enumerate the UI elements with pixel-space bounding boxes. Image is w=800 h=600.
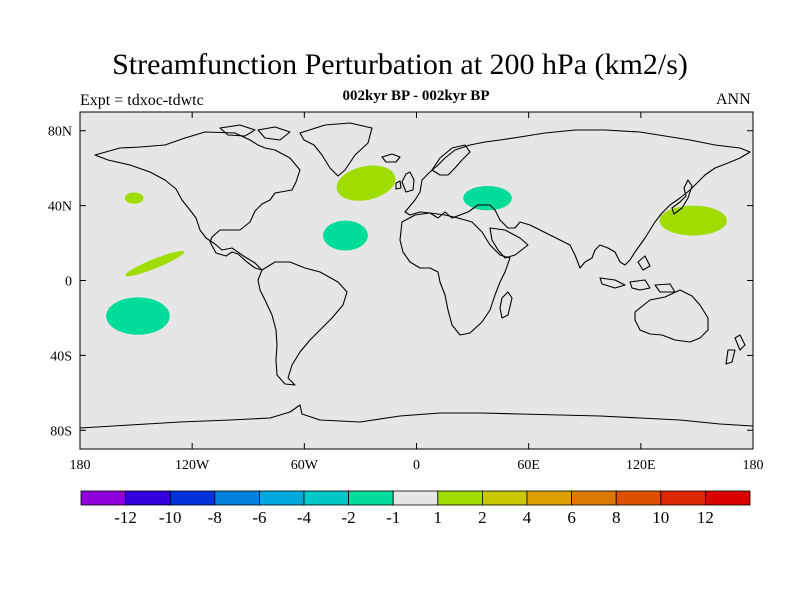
lon-tick-label: 120E	[626, 458, 656, 473]
colorbar-swatch	[705, 490, 751, 506]
patch-black-sea	[463, 185, 512, 211]
lon-tick-label: 120W	[175, 458, 210, 473]
coast-new-zealand	[725, 334, 746, 365]
coastlines	[79, 122, 754, 429]
colorbar-label: -1	[386, 508, 400, 527]
coast-arabia	[489, 227, 529, 259]
colorbar-label: 1	[434, 508, 443, 527]
colorbar-swatch	[660, 490, 706, 506]
colorbar-swatch	[437, 490, 483, 506]
coast-scandinavia	[431, 144, 471, 176]
colorbar-swatch	[571, 490, 617, 506]
colorbar-swatch	[125, 490, 171, 506]
coast-madagascar	[499, 291, 513, 319]
patch-north-pacific	[124, 192, 144, 204]
lat-tick-label: 80N	[48, 125, 72, 140]
colorbar-label: 8	[612, 508, 621, 527]
coast-australia	[634, 289, 709, 343]
colorbar-label: -4	[297, 508, 312, 527]
patch-south-pacific	[106, 297, 170, 335]
lat-tick-label: 0	[65, 275, 72, 290]
patch-japan	[659, 205, 727, 236]
colorbar-swatch	[303, 490, 349, 506]
colorbar-label: -10	[159, 508, 182, 527]
experiment-label: Expt = tdxoc-tdwtc	[80, 92, 204, 109]
coast-africa	[399, 212, 511, 336]
anomaly-patches	[106, 165, 727, 335]
coast-eurasia	[404, 129, 751, 269]
colorbar-swatch	[392, 490, 439, 506]
coast-iceland	[381, 153, 401, 163]
map-axes: 180 120W 60W 0 60E 120E 180 80N 40N 0 40S 80S	[48, 112, 764, 473]
lat-tick-label: 40S	[50, 349, 72, 364]
coast-japan	[671, 179, 693, 215]
colorbar-swatch	[526, 490, 572, 506]
colorbar-label: 12	[697, 508, 714, 527]
colorbar-label: -2	[342, 508, 356, 527]
lon-tick-label: 60E	[517, 458, 540, 473]
colorbar-label: 2	[478, 508, 487, 527]
coast-britain	[395, 171, 415, 193]
patch-central-atlantic	[323, 220, 368, 251]
colorbar-label: 10	[652, 508, 669, 527]
coast-greenland	[299, 122, 373, 177]
colorbar: -12 -10 -8 -6 -4 -2 -1 1 2 4 6 8 10 12	[80, 490, 751, 527]
lat-tick-label: 40N	[48, 200, 72, 215]
coast-indonesia	[599, 255, 676, 293]
colorbar-swatch	[615, 490, 662, 506]
coast-arctic-islands	[219, 124, 291, 141]
colorbar-swatch	[214, 490, 260, 506]
colorbar-label: 4	[523, 508, 532, 527]
colorbar-label: 6	[567, 508, 576, 527]
colorbar-label: -8	[208, 508, 222, 527]
lon-tick-label: 180	[70, 458, 91, 473]
coast-antarctica	[79, 404, 754, 429]
coast-south-america	[257, 261, 348, 386]
colorbar-label: -12	[114, 508, 137, 527]
lat-tick-label: 80S	[50, 424, 72, 439]
colorbar-swatch	[481, 490, 528, 506]
season-label: ANN	[716, 91, 751, 108]
colorbar-label: -6	[252, 508, 266, 527]
patch-north-atlantic	[336, 165, 396, 201]
plot-title: Streamfunction Perturbation at 200 hPa (…	[112, 48, 688, 81]
patch-eq-pacific	[125, 250, 185, 277]
lon-tick-label: 180	[743, 458, 764, 473]
map-background	[80, 112, 753, 449]
lon-tick-label: 0	[413, 458, 420, 473]
colorbar-swatch	[348, 490, 394, 506]
lon-tick-label: 60W	[291, 458, 319, 473]
coast-north-america	[94, 131, 301, 271]
period-label: 002kyr BP - 002kyr BP	[342, 88, 490, 104]
colorbar-swatch	[80, 490, 126, 506]
colorbar-swatch	[169, 490, 216, 506]
colorbar-swatch	[258, 490, 305, 506]
